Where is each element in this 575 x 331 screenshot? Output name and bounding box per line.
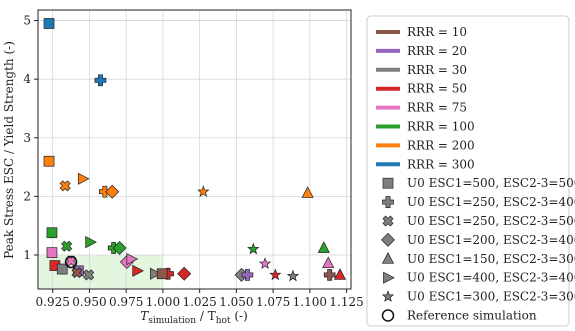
x-axis-label-sub2: hot <box>216 316 231 326</box>
legend-frame <box>366 15 570 327</box>
data-point <box>323 269 336 281</box>
legend-entry-label: RRR = 100 <box>407 120 475 134</box>
x-tick-label: 0.950 <box>72 295 106 309</box>
legend-entry-label: Reference simulation <box>407 309 537 323</box>
x-tick-label: 0.925 <box>36 295 70 309</box>
plot-area <box>38 10 351 289</box>
x-tick-label: 1.000 <box>146 295 180 309</box>
x-axis-label: Tsimulation / Thot (-) <box>140 309 248 326</box>
data-point <box>286 269 300 282</box>
legend-entry-label: RRR = 10 <box>407 25 467 39</box>
y-tick-labels: 1 2 3 4 5 <box>23 14 38 262</box>
legend-marker-swatch <box>382 177 394 189</box>
data-point <box>61 240 73 252</box>
x-tick-label: 1.025 <box>182 295 216 309</box>
legend-entry-label: U0 ESC1=250, ESC2-3=500 <box>407 214 575 228</box>
y-tick-label: 2 <box>23 189 31 203</box>
legend-marker-swatch <box>381 309 395 322</box>
data-point <box>112 240 127 255</box>
data-point <box>64 255 78 269</box>
x-tick-label: 0.975 <box>109 295 143 309</box>
x-tick-label: 1.125 <box>329 295 363 309</box>
data-point <box>77 172 90 185</box>
data-point <box>197 185 210 197</box>
highlight-region <box>38 255 163 289</box>
legend-marker-swatch <box>383 271 395 284</box>
data-point <box>126 253 139 266</box>
data-point <box>333 268 347 280</box>
y-axis-label: Peak Stress ESC / Yield Strength (-) <box>2 41 16 259</box>
legend-entry-label: RRR = 20 <box>407 44 467 58</box>
legend-entry-label: U0 ESC1=250, ESC2-3=400 <box>407 195 575 209</box>
highlight-region-layer <box>38 255 163 289</box>
x-tick-label: 1.100 <box>293 295 327 309</box>
data-point <box>241 269 254 281</box>
grid-layer <box>38 10 351 289</box>
y-tick-label: 1 <box>23 248 31 262</box>
x-axis-label-sub1: simulation <box>148 316 196 326</box>
legend-entry-label: RRR = 50 <box>407 82 467 96</box>
legend-entry-label: RRR = 75 <box>407 101 467 115</box>
y-tick-label: 3 <box>23 131 31 145</box>
legend-entry-label: U0 ESC1=400, ESC2-3=400 <box>407 271 575 285</box>
legend-entry-label: RRR = 200 <box>407 138 475 152</box>
data-point <box>46 227 58 239</box>
data-point <box>149 267 162 280</box>
data-point <box>317 241 330 253</box>
data-point <box>156 268 168 280</box>
legend-marker-swatch <box>382 196 394 208</box>
x-tick-label: 1.075 <box>256 295 290 309</box>
y-tick-label: 5 <box>23 14 31 28</box>
legend-marker-swatch <box>381 252 395 264</box>
plot-frame <box>37 9 352 290</box>
data-point <box>247 242 260 255</box>
x-tick-labels: 0.925 0.950 0.975 1.000 1.025 1.050 1.075 1.100… <box>36 289 364 309</box>
data-point <box>46 247 58 259</box>
data-point <box>99 185 111 198</box>
data-point <box>43 18 55 29</box>
data-point <box>269 268 282 281</box>
data-point <box>71 267 83 279</box>
points-layer <box>43 18 347 282</box>
data-point <box>322 256 335 269</box>
legend: RRR = 10 RRR = 20 RRR = 30 RRR = 50 RRR = 75… <box>366 15 575 327</box>
data-point <box>56 263 68 275</box>
legend-entry-label: U0 ESC1=200, ESC2-3=400 <box>407 233 575 247</box>
data-point <box>59 180 71 192</box>
data-point <box>105 184 120 199</box>
data-point <box>43 155 55 167</box>
y-tick-label: 4 <box>23 72 31 86</box>
data-point <box>85 236 97 249</box>
legend-marker-swatch <box>381 232 395 247</box>
x-axis-label-mid: / T <box>196 309 216 323</box>
legend-entry-label: RRR = 30 <box>407 63 467 77</box>
data-point <box>94 74 107 87</box>
legend-marker-swatch <box>381 290 395 302</box>
data-point <box>83 269 95 281</box>
x-axis-label-tail: (-) <box>231 309 248 323</box>
data-point <box>177 266 192 281</box>
data-point <box>132 264 144 277</box>
data-point <box>301 186 314 198</box>
legend-marker-swatch <box>382 215 394 227</box>
data-point <box>65 255 77 267</box>
data-point <box>258 257 272 270</box>
legend-entries: RRR = 10 RRR = 20 RRR = 30 RRR = 50 RRR = 75… <box>376 25 575 323</box>
legend-entry-label: U0 ESC1=300, ESC2-3=300 <box>407 290 575 304</box>
legend-entry-label: U0 ESC1=150, ESC2-3=300 <box>407 252 575 266</box>
x-axis-label-main: T <box>140 309 149 323</box>
x-tick-label: 1.050 <box>219 295 253 309</box>
legend-entry-label: U0 ESC1=500, ESC2-3=500 <box>407 176 575 190</box>
legend-entry-label: RRR = 300 <box>407 157 475 171</box>
